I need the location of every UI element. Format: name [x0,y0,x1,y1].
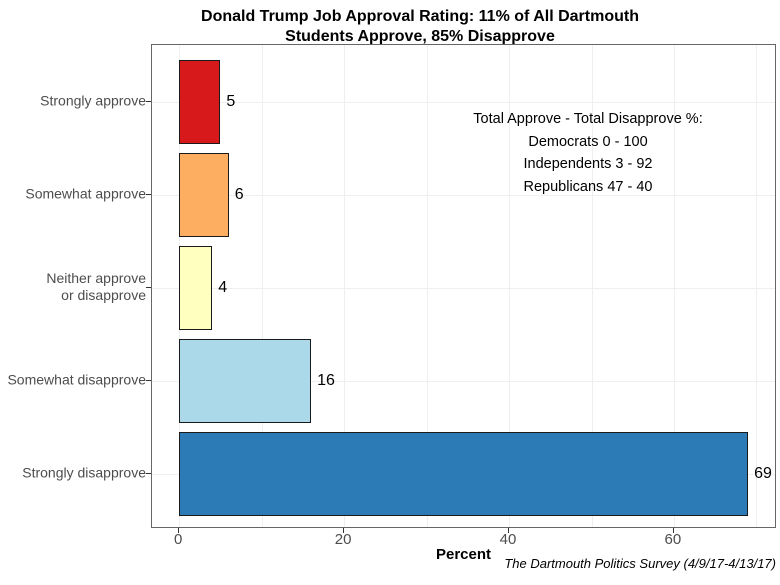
gridline-vertical [426,45,428,527]
y-axis-label: Strongly disapprove [22,464,146,481]
plot-panel: 5 6 4 16 69 [151,44,776,528]
x-axis-tick [508,528,509,533]
chart-title-line-2: Students Approve, 85% Disapprove [285,28,555,45]
y-axis-tick [146,101,151,102]
bar-neither-approve-or-disapprove [179,246,213,331]
bar-somewhat-approve [179,153,229,238]
x-axis-tick-label: 0 [174,531,183,548]
bar-somewhat-disapprove [179,339,312,424]
gridline-horizontal [152,381,775,383]
source-caption: The Dartmouth Politics Survey (4/9/17-4/… [504,556,776,571]
x-axis-tick-label: 20 [334,531,352,548]
x-axis-title: Percent [435,546,492,563]
gridline-vertical [344,45,346,527]
gridline-horizontal [152,195,775,197]
y-axis-tick [146,287,151,289]
gridline-horizontal [152,102,775,103]
y-axis-label: Strongly approve [40,92,146,109]
gridline-vertical [591,45,593,527]
x-axis-tick [343,528,345,533]
y-axis-label: Somewhat approve [25,185,146,202]
annotation-heading: Total Approve - Total Disapprove %: [473,111,703,127]
annotation-republicans: Republicans 47 - 40 [523,178,653,195]
y-axis-tick [146,380,151,382]
gridline-horizontal [152,288,775,290]
x-axis-tick [672,528,674,533]
chart-title-line-1: Donald Trump Job Approval Rating: 11% of… [201,8,639,25]
bar-value-label: 16 [317,372,335,390]
annotation-independents: Independents 3 - 92 [523,156,653,172]
gridline-vertical [509,45,510,527]
annotation-democrats: Democrats 0 - 100 [528,133,648,150]
bar-value-label: 5 [226,93,236,110]
gridline-vertical [261,45,263,527]
gridline-vertical [756,45,758,527]
y-axis-label: Neither approve or disapprove [46,270,146,304]
bar-strongly-approve [179,60,221,144]
bar-value-label: 69 [754,465,772,483]
bar-value-label: 6 [234,186,244,204]
chart-title: Donald Trump Job Approval Rating: 11% of… [60,7,780,47]
x-axis-tick-label: 40 [499,531,517,548]
party-breakdown-annotation: Total Approve - Total Disapprove %: Demo… [438,108,738,198]
x-axis-tick [178,528,180,533]
y-axis-tick [146,194,151,196]
gridline-vertical [673,45,675,527]
bar-strongly-disapprove [179,432,749,517]
bar-value-label: 4 [218,279,228,297]
x-axis-tick-label: 60 [664,531,682,548]
y-axis-label: Somewhat disapprove [7,371,146,388]
y-axis-tick [146,473,151,475]
